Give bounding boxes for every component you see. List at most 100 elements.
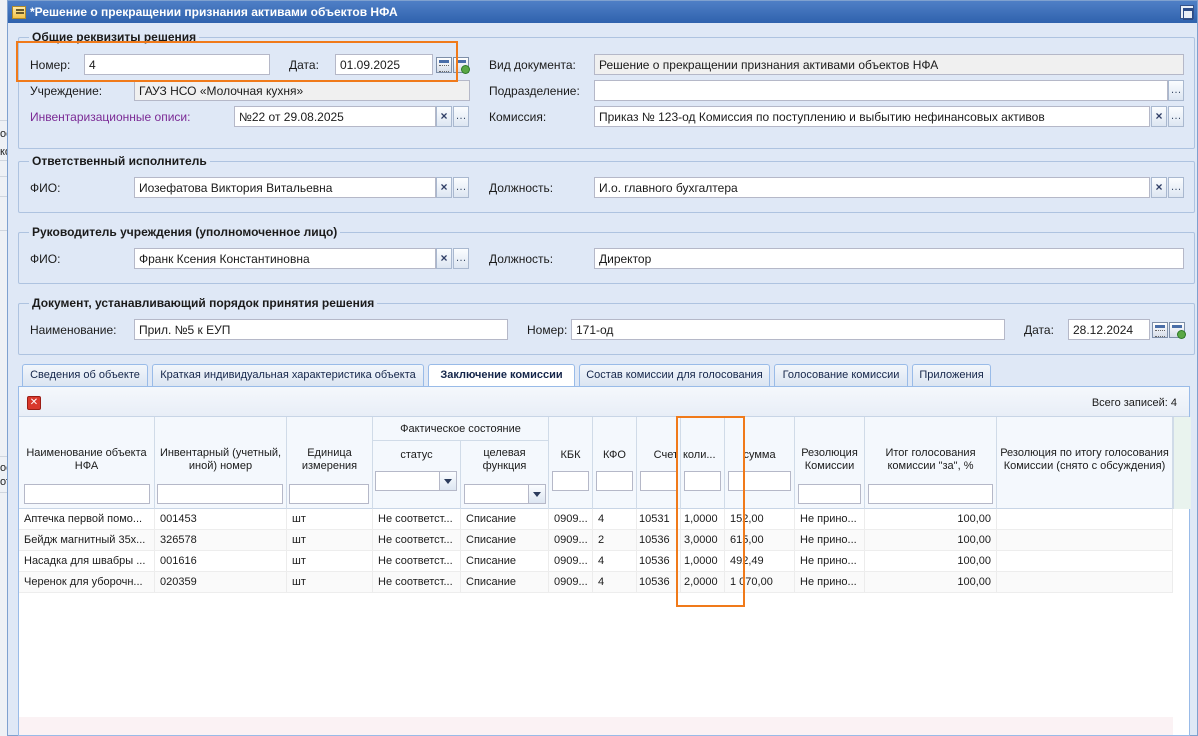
- chevron-down-icon[interactable]: [528, 485, 545, 503]
- subdivision-input[interactable]: [594, 80, 1168, 101]
- head-position-input[interactable]: Директор: [594, 248, 1184, 269]
- head-fio-label: ФИО:: [30, 252, 61, 266]
- col-header-inventory-number[interactable]: Инвентарный (учетный, иной) номер: [155, 417, 287, 509]
- col-header-name[interactable]: Наименование объекта НФА: [19, 417, 155, 509]
- tab-commission-conclusion[interactable]: Заключение комиссии: [428, 364, 575, 387]
- window-titlebar[interactable]: *Решение о прекращении признания активам…: [8, 1, 1197, 23]
- total-records: Всего записей: 4: [1091, 397, 1177, 409]
- executor-position-input[interactable]: И.о. главного бухгалтера: [594, 177, 1150, 198]
- group-header-actual-state: Фактическое состояние: [373, 417, 549, 441]
- filter-resolution-input[interactable]: [798, 484, 861, 504]
- grid-toolbar: ✕ Всего записей: 4: [19, 387, 1189, 417]
- executor-fieldset: Ответственный исполнитель: [18, 154, 1195, 213]
- subdivision-label: Подразделение:: [489, 84, 580, 98]
- head-fieldset: Руководитель учреждения (уполномоченное …: [18, 225, 1195, 284]
- head-fio-input[interactable]: Франк Ксения Константиновна: [134, 248, 436, 269]
- inventory-input[interactable]: №22 от 29.08.2025: [234, 106, 436, 127]
- subdivision-select-button[interactable]: …: [1168, 80, 1184, 101]
- head-fio-select-button[interactable]: …: [453, 248, 469, 269]
- filter-function-select[interactable]: [464, 484, 546, 504]
- filter-sum-input[interactable]: [728, 471, 791, 491]
- tab-short-characteristics[interactable]: Краткая индивидуальная характеристика об…: [152, 364, 424, 386]
- executor-fio-clear-button[interactable]: ×: [436, 177, 452, 198]
- conclusion-panel: ✕ Всего записей: 4 Фактическое состояние…: [18, 386, 1191, 736]
- number-label: Номер:: [30, 58, 71, 72]
- col-header-final-resolution[interactable]: Резолюция по итогу голосования Комиссии …: [997, 417, 1173, 509]
- tab-attachments[interactable]: Приложения: [912, 364, 991, 386]
- executor-position-label: Должность:: [489, 181, 554, 195]
- table-row[interactable]: Насадка для швабры ... 001616 шт Не соот…: [19, 551, 1173, 572]
- calendar-today-icon[interactable]: [453, 57, 470, 74]
- col-header-account[interactable]: Счет: [637, 417, 681, 509]
- commission-clear-button[interactable]: ×: [1151, 106, 1167, 127]
- order-calendar-today-icon[interactable]: [1169, 322, 1186, 339]
- col-header-resolution[interactable]: Резолюция Комиссии: [795, 417, 865, 509]
- doctype-field: Решение о прекращении признания активами…: [594, 54, 1184, 75]
- institution-field: ГАУЗ НСО «Молочная кухня»: [134, 80, 470, 101]
- inventory-clear-button[interactable]: ×: [436, 106, 452, 127]
- commission-input[interactable]: Приказ № 123-од Комиссия по поступлению …: [594, 106, 1150, 127]
- filter-kbk-input[interactable]: [552, 471, 589, 491]
- order-date-input[interactable]: 28.12.2024: [1068, 319, 1150, 340]
- tab-object-info[interactable]: Сведения об объекте: [22, 364, 148, 386]
- order-doc-legend: Документ, устанавливающий порядок принят…: [29, 296, 378, 310]
- filter-name-input[interactable]: [24, 484, 150, 504]
- grid-header: Фактическое состояние Наименование объек…: [19, 417, 1173, 509]
- col-header-sum[interactable]: сумма: [725, 417, 795, 509]
- col-header-kfo[interactable]: КФО: [593, 417, 637, 509]
- executor-fio-label: ФИО:: [30, 181, 61, 195]
- col-header-target-function[interactable]: целевая функция: [461, 441, 549, 509]
- tab-commission-voting[interactable]: Голосование комиссии: [774, 364, 908, 386]
- bg-fragment: ос: [0, 462, 12, 474]
- doctype-label: Вид документа:: [489, 58, 576, 72]
- filter-vote-input[interactable]: [868, 484, 993, 504]
- filter-account-input[interactable]: [640, 471, 677, 491]
- executor-position-clear-button[interactable]: ×: [1151, 177, 1167, 198]
- commission-label: Комиссия:: [489, 110, 547, 124]
- date-input[interactable]: 01.09.2025: [335, 54, 433, 75]
- tab-commission-composition[interactable]: Состав комиссии для голосования: [579, 364, 770, 386]
- order-name-input[interactable]: Прил. №5 к ЕУП: [134, 319, 508, 340]
- order-calendar-icon[interactable]: [1152, 322, 1168, 338]
- commission-select-button[interactable]: …: [1168, 106, 1184, 127]
- filter-unit-input[interactable]: [289, 484, 369, 504]
- table-row[interactable]: Черенок для уборочн... 020359 шт Не соот…: [19, 572, 1173, 593]
- col-header-unit[interactable]: Единица измерения: [287, 417, 373, 509]
- general-legend: Общие реквизиты решения: [29, 30, 200, 44]
- delete-row-button[interactable]: ✕: [27, 396, 41, 410]
- filter-status-select[interactable]: [375, 471, 457, 491]
- number-input[interactable]: 4: [84, 54, 270, 75]
- institution-label: Учреждение:: [30, 84, 103, 98]
- bg-fragment: ко: [0, 146, 12, 158]
- order-name-label: Наименование:: [30, 323, 117, 337]
- head-fio-clear-button[interactable]: ×: [436, 248, 452, 269]
- chevron-down-icon[interactable]: [439, 472, 456, 490]
- inventory-link[interactable]: Инвентаризационные описи:: [30, 110, 191, 124]
- executor-legend: Ответственный исполнитель: [29, 154, 210, 168]
- table-row[interactable]: Бейдж магнитный 35х... 326578 шт Не соот…: [19, 530, 1173, 551]
- filter-inventory-input[interactable]: [157, 484, 283, 504]
- maximize-button[interactable]: [1180, 5, 1194, 20]
- head-legend: Руководитель учреждения (уполномоченное …: [29, 225, 341, 239]
- head-position-label: Должность:: [489, 252, 554, 266]
- grid-footer-area: [19, 717, 1173, 735]
- bg-fragment: ос: [0, 128, 12, 140]
- executor-position-select-button[interactable]: …: [1168, 177, 1184, 198]
- filter-kfo-input[interactable]: [596, 471, 633, 491]
- col-header-vote-result[interactable]: Итог голосования комиссии "за", %: [865, 417, 997, 509]
- col-header-kbk[interactable]: КБК: [549, 417, 593, 509]
- order-number-input[interactable]: 171-од: [571, 319, 1005, 340]
- col-header-quantity[interactable]: коли...: [681, 417, 725, 509]
- table-row[interactable]: Аптечка первой помо... 001453 шт Не соот…: [19, 509, 1173, 530]
- calendar-icon[interactable]: [436, 57, 452, 73]
- executor-fio-select-button[interactable]: …: [453, 177, 469, 198]
- executor-fio-input[interactable]: Иозефатова Виктория Витальевна: [134, 177, 436, 198]
- bg-fragment: от: [0, 476, 11, 488]
- col-header-status[interactable]: статус: [373, 441, 461, 509]
- inventory-select-button[interactable]: …: [453, 106, 469, 127]
- date-label: Дата:: [289, 58, 319, 72]
- grid-header-scroll-strip: [1173, 417, 1191, 509]
- order-doc-fieldset: Документ, устанавливающий порядок принят…: [18, 296, 1195, 355]
- order-date-label: Дата:: [1024, 323, 1054, 337]
- filter-quantity-input[interactable]: [684, 471, 721, 491]
